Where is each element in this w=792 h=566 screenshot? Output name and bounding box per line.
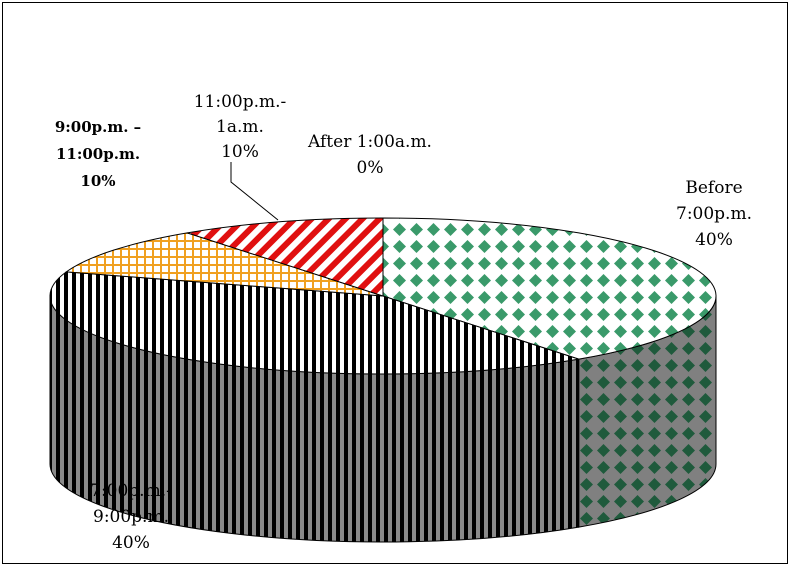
slice-9pm-11pm-top (64, 232, 384, 297)
label-9pm-11pm-line: 11:00p.m. (56, 145, 140, 163)
label-11pm-1am-line: 11:00p.m.- (194, 92, 287, 112)
label-11pm-1am-line: 1a.m. (216, 117, 264, 137)
slice-11pm-1am-top (187, 217, 384, 297)
label-7pm-9pm: 7:00p.m.- 9:00p.m. 40% (90, 481, 172, 553)
label-7pm-9pm-line: 40% (112, 533, 150, 553)
label-9pm-11pm-line: 9:00p.m. – (55, 118, 141, 136)
label-7pm-9pm-line: 9:00p.m. (93, 507, 169, 527)
label-9pm-11pm: 9:00p.m. – 11:00p.m. 10% (55, 118, 141, 190)
label-after-1am-line: 0% (357, 158, 384, 178)
label-before-7pm-line: 7:00p.m. (676, 204, 752, 224)
label-after-1am: After 1:00a.m. 0% (307, 132, 432, 178)
label-11pm-1am: 11:00p.m.- 1a.m. 10% (194, 92, 287, 162)
label-before-7pm-line: 40% (695, 230, 733, 250)
leader-line-11pm-1am (230, 162, 279, 221)
label-before-7pm: Before 7:00p.m. 40% (676, 178, 752, 250)
label-9pm-11pm-line: 10% (80, 172, 115, 190)
label-7pm-9pm-line: 7:00p.m.- (90, 481, 172, 501)
label-before-7pm-line: Before (685, 178, 742, 198)
slice-before-7pm-top (382, 217, 717, 360)
label-11pm-1am-line: 10% (221, 142, 259, 162)
label-after-1am-line: After 1:00a.m. (307, 132, 432, 152)
slice-7pm-9pm-top (49, 271, 579, 375)
